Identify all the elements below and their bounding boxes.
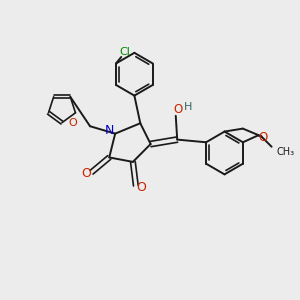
Text: O: O: [136, 181, 146, 194]
Text: O: O: [68, 118, 77, 128]
Text: H: H: [183, 102, 192, 112]
Text: Cl: Cl: [119, 46, 130, 57]
Text: O: O: [173, 103, 183, 116]
Text: O: O: [259, 131, 268, 144]
Text: N: N: [105, 124, 115, 137]
Text: CH₃: CH₃: [276, 147, 294, 157]
Text: O: O: [81, 167, 91, 180]
